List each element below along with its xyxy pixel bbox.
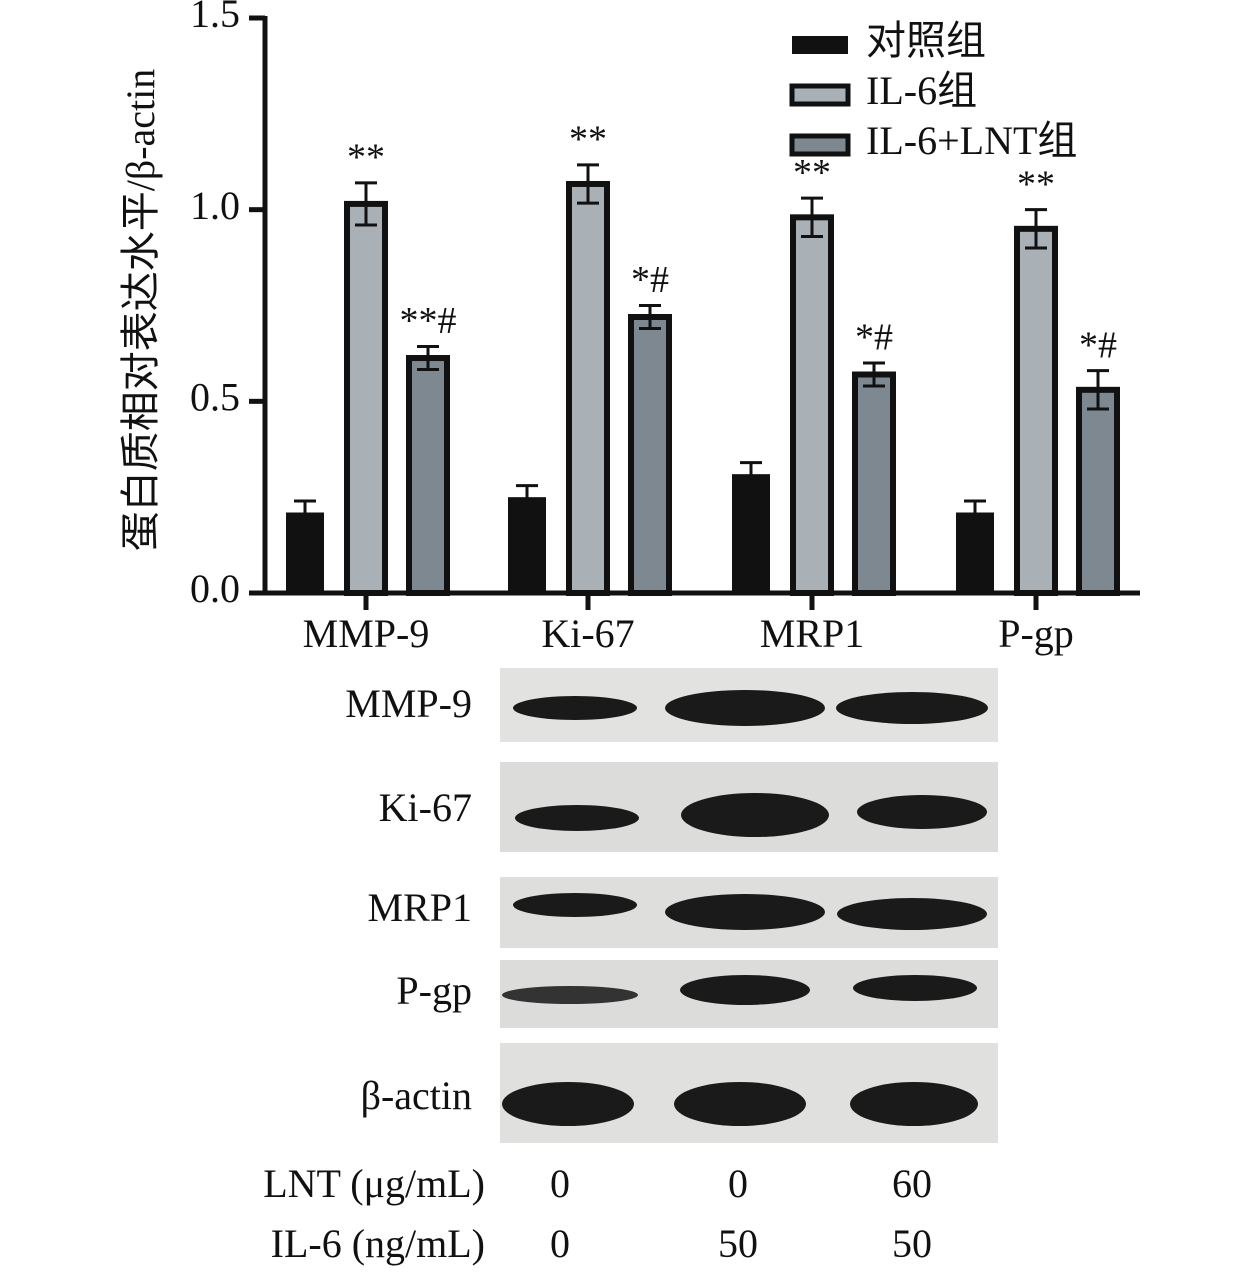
legend-swatch <box>792 36 848 54</box>
condition-value: 0 <box>550 1221 570 1266</box>
y-tick-label: 1.0 <box>190 183 240 228</box>
legend-swatch <box>789 83 851 107</box>
condition-value: 50 <box>718 1221 758 1266</box>
condition-label: IL-6 (ng/mL) <box>271 1221 485 1266</box>
significance-label: *# <box>1079 324 1117 366</box>
x-tick-label: MRP1 <box>760 611 865 656</box>
error-bar <box>801 196 823 238</box>
significance-label: ** <box>569 119 607 161</box>
bar <box>956 512 994 593</box>
significance-label: **# <box>400 300 457 342</box>
significance-label: *# <box>855 317 893 359</box>
bar <box>566 180 610 596</box>
error-bar <box>417 345 439 372</box>
legend-label: IL-6+LNT组 <box>866 118 1077 163</box>
error-bar <box>740 461 762 488</box>
error-bar <box>294 499 316 526</box>
error-bar <box>1025 208 1047 250</box>
bar <box>286 512 324 593</box>
blot-row-label: MRP1 <box>368 885 473 930</box>
bar <box>1076 386 1120 597</box>
error-bar <box>355 181 377 227</box>
error-bar <box>577 163 599 205</box>
significance-label: *# <box>631 259 669 301</box>
bar <box>628 314 672 596</box>
x-tick-label: P-gp <box>998 611 1074 656</box>
blot-row-label: Ki-67 <box>379 785 472 830</box>
blot-row-label: β-actin <box>361 1073 472 1118</box>
condition-value: 60 <box>892 1161 932 1206</box>
blot-row-label: P-gp <box>396 968 472 1013</box>
bar <box>852 371 896 596</box>
x-tick-label: MMP-9 <box>303 611 430 656</box>
significance-label: ** <box>347 137 385 179</box>
bar <box>732 474 770 593</box>
blot-row-label: MMP-9 <box>345 681 472 726</box>
legend-label: IL-6组 <box>866 68 977 113</box>
bar <box>790 214 834 596</box>
error-bar <box>964 499 986 526</box>
x-tick-label: Ki-67 <box>541 611 634 656</box>
significance-label: ** <box>1017 163 1055 205</box>
condition-label: LNT (μg/mL) <box>263 1161 485 1206</box>
y-axis-label: 蛋白质相对表达水平/β-actin <box>118 69 163 552</box>
legend-swatch <box>789 133 851 157</box>
condition-value: 50 <box>892 1221 932 1266</box>
y-tick-label: 0.5 <box>190 375 240 420</box>
error-bar <box>1087 369 1109 411</box>
error-bar <box>639 304 661 330</box>
bar <box>344 200 388 597</box>
error-bar <box>863 361 885 388</box>
legend-label: 对照组 <box>866 18 986 63</box>
blot-panels <box>500 668 998 1143</box>
error-bar <box>516 484 538 511</box>
bar <box>508 497 546 593</box>
y-tick-label: 1.5 <box>190 0 240 36</box>
condition-value: 0 <box>728 1161 748 1206</box>
y-tick-label: 0.0 <box>190 566 240 611</box>
condition-value: 0 <box>550 1161 570 1206</box>
significance-label: ** <box>793 152 831 194</box>
bar <box>1014 225 1058 596</box>
bar <box>406 355 450 596</box>
